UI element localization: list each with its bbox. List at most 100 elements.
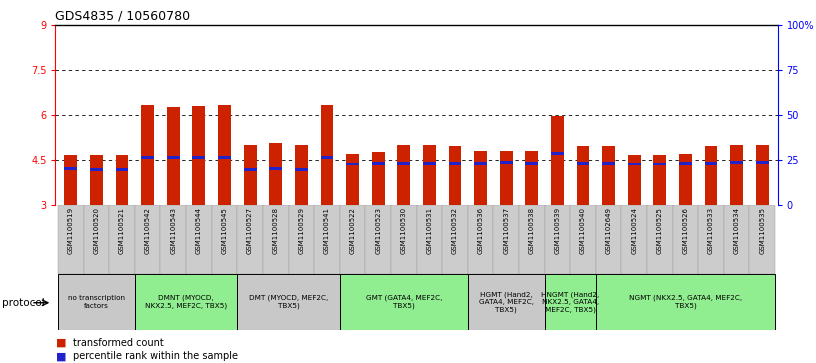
Bar	[339, 205, 366, 274]
Text: ■: ■	[55, 338, 66, 348]
Text: no transcription
factors: no transcription factors	[68, 295, 125, 309]
Bar	[499, 161, 512, 164]
Text: percentile rank within the sample: percentile rank within the sample	[73, 351, 238, 362]
Text: HGMT (Hand2,
GATA4, MEF2C,
TBX5): HGMT (Hand2, GATA4, MEF2C, TBX5)	[479, 291, 534, 313]
Text: NGMT (NKX2.5, GATA4, MEF2C,
TBX5): NGMT (NKX2.5, GATA4, MEF2C, TBX5)	[629, 295, 742, 309]
Bar	[654, 163, 666, 166]
Bar	[526, 151, 539, 205]
Bar	[577, 146, 589, 205]
Bar	[141, 105, 154, 205]
Bar	[449, 162, 461, 164]
Bar	[135, 274, 237, 330]
Bar	[442, 205, 468, 274]
Bar	[64, 155, 78, 205]
Bar	[218, 105, 231, 205]
Text: GSM1100539: GSM1100539	[554, 207, 561, 254]
Bar	[372, 162, 384, 164]
Bar	[167, 107, 180, 205]
Bar	[295, 145, 308, 205]
Text: HNGMT (Hand2,
NKX2.5, GATA4,
MEF2C, TBX5): HNGMT (Hand2, NKX2.5, GATA4, MEF2C, TBX5…	[541, 291, 599, 313]
Bar	[346, 154, 359, 205]
Bar	[321, 105, 334, 205]
Text: GSM1100534: GSM1100534	[734, 207, 739, 254]
Text: GSM1100520: GSM1100520	[94, 207, 100, 254]
Bar	[756, 145, 769, 205]
Bar	[756, 161, 769, 164]
Bar	[679, 162, 692, 165]
Bar	[577, 162, 589, 165]
Bar	[321, 156, 334, 159]
Bar	[672, 205, 698, 274]
Bar	[269, 167, 282, 170]
Bar	[397, 145, 410, 205]
Bar	[193, 156, 206, 159]
Text: GSM1100529: GSM1100529	[299, 207, 304, 254]
Text: GSM1100535: GSM1100535	[759, 207, 765, 254]
Text: GSM1100530: GSM1100530	[401, 207, 406, 254]
Bar	[730, 161, 743, 164]
Bar	[116, 155, 128, 205]
Bar	[705, 146, 717, 205]
Text: GSM1100542: GSM1100542	[144, 207, 151, 254]
Bar	[244, 168, 256, 171]
Bar	[449, 146, 461, 205]
Bar	[596, 274, 775, 330]
Text: GSM1100540: GSM1100540	[580, 207, 586, 254]
Text: DMT (MYOCD, MEF2C,
TBX5): DMT (MYOCD, MEF2C, TBX5)	[249, 295, 328, 309]
Bar	[366, 205, 391, 274]
Text: GSM1102649: GSM1102649	[605, 207, 612, 254]
Bar	[269, 143, 282, 205]
Text: GSM1100524: GSM1100524	[632, 207, 637, 254]
Bar	[263, 205, 289, 274]
Text: GSM1100541: GSM1100541	[324, 207, 330, 254]
Bar	[622, 205, 647, 274]
Text: GSM1100523: GSM1100523	[375, 207, 381, 254]
Text: GSM1100543: GSM1100543	[171, 207, 176, 254]
Text: GSM1100526: GSM1100526	[682, 207, 689, 254]
Text: GSM1100536: GSM1100536	[477, 207, 484, 254]
Text: GSM1100533: GSM1100533	[708, 207, 714, 254]
Text: DMNT (MYOCD,
NKX2.5, MEF2C, TBX5): DMNT (MYOCD, NKX2.5, MEF2C, TBX5)	[145, 295, 227, 309]
Bar	[90, 155, 103, 205]
Text: GSM1100544: GSM1100544	[196, 207, 202, 254]
Bar	[90, 168, 103, 171]
Bar	[602, 146, 615, 205]
Bar	[339, 274, 468, 330]
Text: GSM1100538: GSM1100538	[529, 207, 534, 254]
Bar	[551, 152, 564, 155]
Bar	[423, 162, 436, 165]
Bar	[314, 205, 339, 274]
Bar	[391, 205, 416, 274]
Bar	[526, 162, 539, 165]
Bar	[346, 163, 359, 166]
Bar	[628, 155, 641, 205]
Text: GMT (GATA4, MEF2C,
TBX5): GMT (GATA4, MEF2C, TBX5)	[366, 295, 442, 309]
Bar	[58, 274, 135, 330]
Bar	[237, 274, 339, 330]
Bar	[218, 156, 231, 159]
Text: GDS4835 / 10560780: GDS4835 / 10560780	[55, 9, 191, 22]
Bar	[474, 151, 487, 205]
Text: protocol: protocol	[2, 298, 45, 308]
Bar	[602, 162, 615, 164]
Bar	[474, 162, 487, 165]
Bar	[724, 205, 749, 274]
Bar	[570, 205, 596, 274]
Bar	[109, 205, 135, 274]
Text: GSM1100537: GSM1100537	[503, 207, 509, 254]
Bar	[289, 205, 314, 274]
Text: GSM1100531: GSM1100531	[427, 207, 432, 254]
Bar	[544, 205, 570, 274]
Bar	[679, 154, 692, 205]
Bar	[116, 168, 128, 171]
Bar	[749, 205, 775, 274]
Bar	[211, 205, 237, 274]
Text: transformed count: transformed count	[73, 338, 164, 348]
Bar	[499, 151, 512, 205]
Bar	[84, 205, 109, 274]
Bar	[161, 205, 186, 274]
Bar	[551, 116, 564, 205]
Text: GSM1100545: GSM1100545	[221, 207, 228, 254]
Bar	[628, 163, 641, 166]
Text: GSM1100519: GSM1100519	[68, 207, 74, 254]
